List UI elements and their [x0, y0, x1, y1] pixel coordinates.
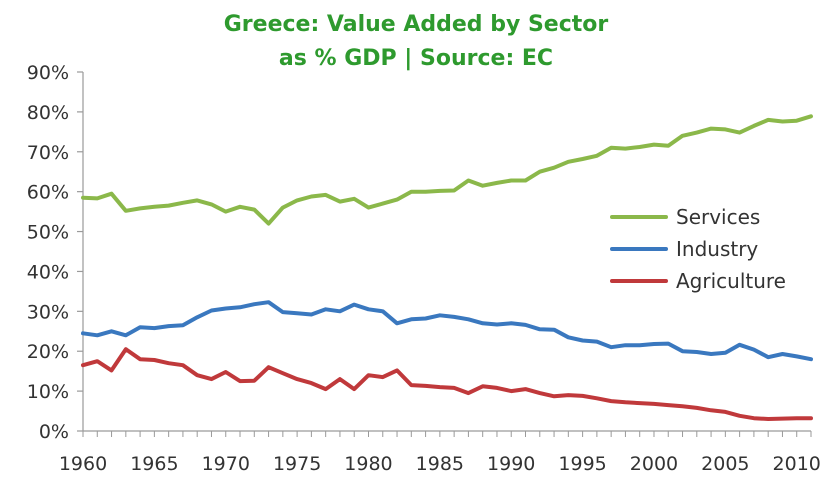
chart-title: Greece: Value Added by Sector as % GDP |…	[0, 8, 832, 76]
x-axis-tick-labels: 1960 1965 1970 1975 1980 1985 1990 1995 2000 2005…	[59, 453, 821, 475]
x-tick-label: 1975	[273, 453, 321, 475]
x-tick-label: 1995	[558, 453, 606, 475]
x-tick-label: 2005	[701, 453, 749, 475]
x-tick-label: 1985	[416, 453, 464, 475]
y-axis-tick-labels: 0% 10% 20% 30% 40% 50% 60% 70% 80% 90%	[27, 62, 69, 443]
axes	[77, 71, 812, 437]
x-tick-label: 1970	[202, 453, 250, 475]
y-tick-label: 60%	[27, 182, 69, 204]
series-line-services	[81, 114, 813, 226]
y-tick-label: 30%	[27, 301, 69, 323]
x-tick-label: 1965	[130, 453, 178, 475]
series-line-agriculture	[81, 347, 813, 421]
x-tick-label: 1980	[344, 453, 392, 475]
x-tick-label: 2010	[773, 453, 821, 475]
x-tick-label: 1960	[59, 453, 107, 475]
chart-title-line-2: as % GDP | Source: EC	[278, 46, 554, 71]
legend-label-industry: Industry	[676, 237, 758, 261]
series-lines	[81, 114, 813, 421]
chart-title-line-1: Greece: Value Added by Sector	[223, 12, 609, 37]
x-tick-label: 1990	[487, 453, 535, 475]
series-line-industry	[81, 300, 813, 362]
y-tick-label: 10%	[27, 381, 69, 403]
y-tick-label: 40%	[27, 261, 69, 283]
x-tick-label: 2000	[630, 453, 678, 475]
legend-label-agriculture: Agriculture	[676, 269, 786, 293]
y-tick-label: 0%	[39, 421, 69, 443]
y-tick-label: 70%	[27, 142, 69, 164]
y-tick-label: 80%	[27, 102, 69, 124]
y-tick-label: 20%	[27, 341, 69, 363]
legend-label-services: Services	[676, 205, 760, 229]
y-tick-label: 50%	[27, 222, 69, 244]
legend: Services Industry Agriculture	[610, 205, 786, 293]
y-tick-label: 90%	[27, 62, 69, 84]
